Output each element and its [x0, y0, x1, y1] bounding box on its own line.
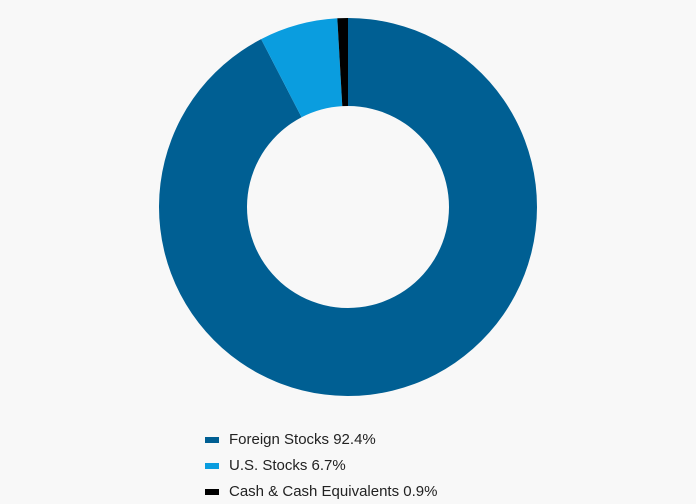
legend-label: Cash & Cash Equivalents 0.9%: [229, 483, 437, 500]
legend-swatch: [205, 463, 219, 469]
legend-value: 0.9%: [403, 483, 437, 500]
wedge: [158, 18, 537, 396]
legend-name: Foreign Stocks: [229, 431, 329, 448]
legend-value: 6.7%: [312, 457, 346, 474]
legend-swatch: [205, 437, 219, 443]
legend-name: U.S. Stocks: [229, 457, 307, 474]
legend-name: Cash & Cash Equivalents: [229, 483, 399, 500]
wedge: [337, 18, 348, 107]
legend-swatch: [205, 489, 219, 495]
legend-label: U.S. Stocks 6.7%: [229, 457, 346, 474]
legend-value: 92.4%: [333, 431, 376, 448]
wedge: [261, 18, 343, 118]
legend-label: Foreign Stocks 92.4%: [229, 431, 376, 448]
